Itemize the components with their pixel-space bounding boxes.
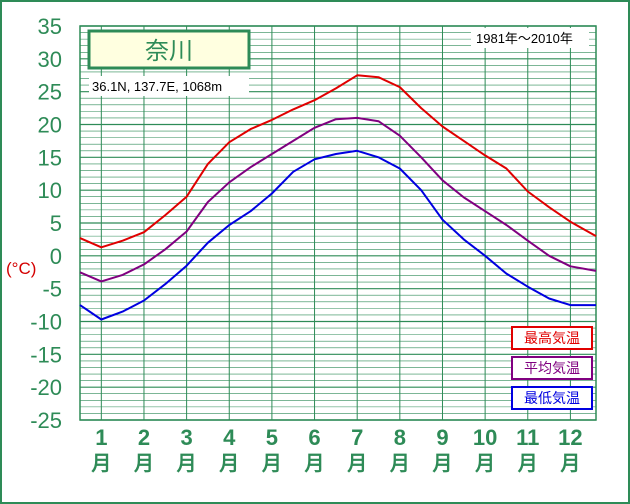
x-tick-label: 6 [308, 425, 320, 450]
x-tick-unit: 月 [304, 451, 325, 475]
y-tick-label: 20 [38, 113, 62, 138]
legend-box-min [511, 386, 593, 410]
x-tick-unit: 月 [346, 451, 367, 475]
x-tick-unit: 月 [261, 451, 282, 475]
y-tick-label: -10 [30, 310, 62, 335]
x-tick-label: 3 [180, 425, 192, 450]
legend-label-max: 最高気温 [524, 330, 580, 347]
period-label-bg [471, 28, 589, 48]
x-tick-unit: 月 [176, 451, 197, 475]
x-tick-label: 4 [223, 425, 236, 450]
series-lines [79, 74, 597, 321]
y-tick-label: -20 [30, 375, 62, 400]
y-tick-label: 0 [50, 244, 62, 269]
x-tick-label: 1 [95, 425, 107, 450]
series-line-max [79, 74, 597, 249]
location-label-bg [89, 76, 249, 96]
grid-layer [79, 25, 597, 421]
legend-box-max [511, 326, 593, 350]
x-tick-label: 5 [266, 425, 278, 450]
series-line-mean [79, 116, 597, 283]
legend-label-mean: 平均気温 [524, 361, 580, 377]
x-tick-label: 2 [138, 425, 150, 450]
y-tick-label: 25 [38, 80, 62, 105]
y-axis-label: (°C) [6, 259, 36, 278]
x-tick-label: 10 [473, 425, 497, 450]
x-tick-unit: 月 [559, 451, 580, 475]
y-tick-label: -15 [30, 342, 62, 367]
y-tick-label: -5 [42, 277, 62, 302]
x-tick-label: 11 [516, 425, 539, 450]
period-label: 1981年〜2010年 [476, 31, 573, 46]
x-tick-unit: 月 [431, 451, 452, 475]
x-tick-unit: 月 [218, 451, 239, 475]
x-tick-unit: 月 [133, 451, 154, 475]
y-tick-label: 10 [38, 178, 62, 203]
y-tick-label: 35 [38, 14, 62, 39]
station-name: 奈川 [145, 37, 193, 65]
y-tick-label: -25 [30, 408, 62, 433]
y-tick-label: 30 [38, 47, 62, 72]
x-tick-unit: 月 [389, 451, 410, 475]
x-tick-label: 8 [394, 425, 406, 450]
station-title-frame [87, 29, 251, 70]
y-tick-label: 5 [50, 211, 62, 236]
legend-label-min: 最低気温 [524, 391, 580, 407]
station-title-box: 奈川 [87, 29, 251, 70]
series-line-min [79, 149, 596, 321]
x-tick-label: 12 [558, 425, 582, 450]
legend-box-mean [511, 356, 593, 380]
x-tick-unit: 月 [517, 451, 538, 475]
x-tick-label: 9 [436, 425, 448, 450]
y-tick-label: 15 [38, 145, 62, 170]
x-tick-unit: 月 [90, 451, 111, 475]
y-tick-labels: 35 30 25 20 15 10 5 0 -5 -10 -15 -20 -25 [30, 14, 62, 433]
x-tick-unit: 月 [474, 451, 495, 475]
station-location: 36.1N, 137.7E, 1068m [92, 79, 222, 94]
x-tick-label: 7 [351, 425, 363, 450]
